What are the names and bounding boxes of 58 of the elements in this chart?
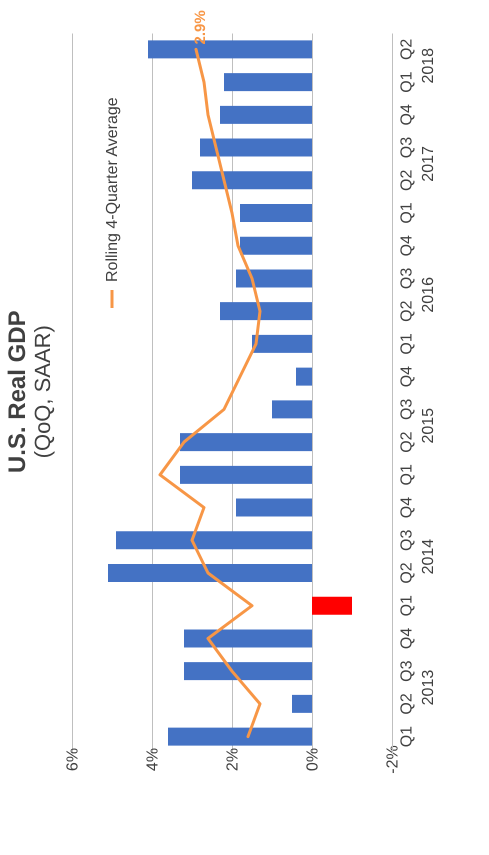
bar <box>292 694 312 713</box>
y-tick-label: Q2 <box>398 562 416 584</box>
y-tick-label: Q1 <box>398 594 416 616</box>
y-tick-label: Q3 <box>398 530 416 551</box>
bar <box>200 138 312 157</box>
y-tick-label: Q1 <box>398 71 416 93</box>
y-tick-label: Q1 <box>398 726 416 748</box>
bar <box>220 302 312 320</box>
y-tick-label: Q1 <box>398 202 416 224</box>
text: 2014 <box>420 538 437 574</box>
y-tick-label: Q3 <box>398 660 416 682</box>
bar <box>116 531 312 550</box>
bar <box>296 368 312 386</box>
bar <box>240 236 312 255</box>
bar <box>184 662 312 680</box>
bar <box>180 433 312 452</box>
x-tick-label: 4% <box>144 748 162 772</box>
text: 2013 <box>420 670 437 706</box>
bar <box>184 629 312 648</box>
y-tick-label: Q3 <box>398 136 416 158</box>
y-tick-label: Q2 <box>398 170 416 191</box>
text: 2015 <box>420 408 437 444</box>
bar <box>108 564 312 582</box>
y-tick-label: Q2 <box>398 693 416 715</box>
y-tick-label: Q4 <box>398 496 416 518</box>
data-label: 2.9% <box>192 10 209 44</box>
bar <box>180 466 312 484</box>
x-tick-label: -2% <box>384 745 402 774</box>
y-tick-label: Q4 <box>398 628 416 650</box>
y-tick-label: Q4 <box>398 104 416 126</box>
y-tick-label: Q1 <box>398 464 416 486</box>
x-tick-label: 0% <box>304 748 322 772</box>
y-tick-label: Q3 <box>398 268 416 290</box>
text: Rolling 4-Quarter Average <box>104 97 121 282</box>
y-tick-label: Q2 <box>398 300 416 322</box>
y-tick-label: Q2 <box>398 431 416 453</box>
bar <box>168 728 312 746</box>
y-tick-label: Q4 <box>398 366 416 388</box>
text: 2016 <box>420 276 437 313</box>
x-tick-label: 2% <box>224 748 242 772</box>
text: U.S. Real GDP <box>4 310 31 474</box>
x-tick-label: 6% <box>64 748 82 772</box>
y-tick-label: Q2 <box>398 38 416 60</box>
bar <box>312 596 352 615</box>
bar <box>192 171 312 190</box>
bar <box>236 269 312 288</box>
y-tick-label: Q1 <box>398 333 416 355</box>
bar <box>224 73 312 92</box>
bar <box>236 498 312 517</box>
text: 2017 <box>420 146 437 182</box>
bar <box>272 400 312 418</box>
bar <box>220 106 312 124</box>
bar <box>240 204 312 222</box>
y-tick-label: Q3 <box>398 398 416 420</box>
bar <box>252 334 312 353</box>
text: (QoQ, SAAR) <box>30 325 55 458</box>
text: 2018 <box>420 48 437 84</box>
y-tick-label: Q4 <box>398 234 416 256</box>
